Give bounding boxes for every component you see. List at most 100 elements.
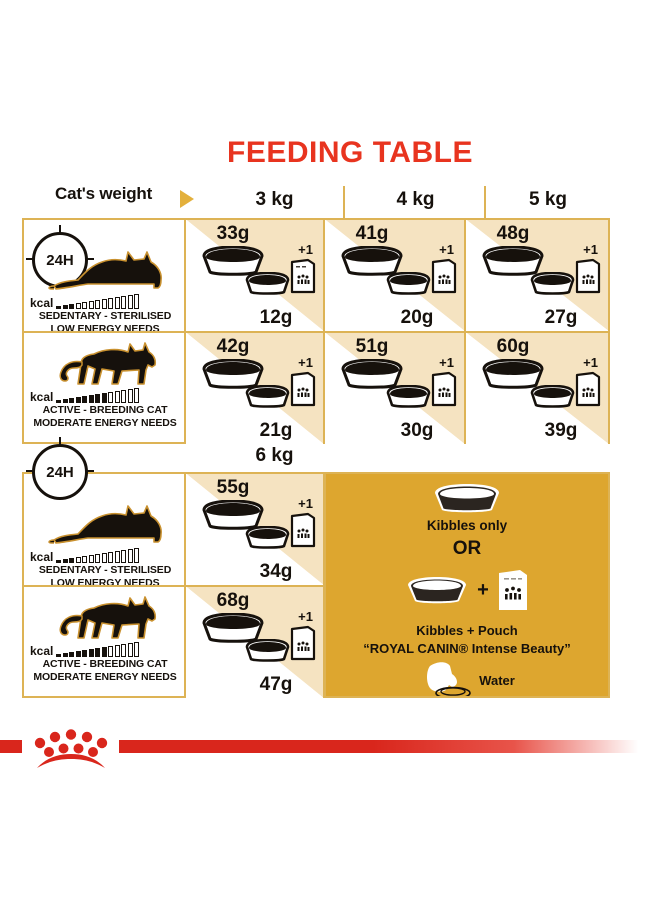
feeding-table: Cat's weight 3 kg 4 kg 5 kg 24H	[22, 182, 610, 698]
kibbles-amount: 68g	[216, 590, 250, 611]
cell-active-3kg: 42g +1	[186, 333, 323, 444]
lying-cat-icon	[48, 248, 168, 292]
food-pouch-icon	[290, 512, 316, 548]
lying-cat-icon	[48, 502, 168, 546]
profile-active-text: ACTIVE - BREEDING CAT MODERATE ENERGY NE…	[33, 658, 177, 684]
kcal-indicator-sedentary: kcal	[30, 546, 186, 563]
mixed-amount: 27g	[544, 307, 578, 328]
weight-header-4kg: 4 kg	[396, 189, 435, 210]
kibbles-amount: 41g	[355, 223, 389, 244]
kibble-bowl-icon	[405, 575, 469, 605]
cell-active-4kg: 51g +1	[325, 333, 464, 444]
logo-band-right	[119, 740, 660, 753]
logo-band-left	[0, 740, 22, 753]
plus-one-label: +1	[583, 355, 598, 370]
kibble-bowl-icon	[431, 482, 503, 514]
food-pouch-icon	[290, 625, 316, 661]
kibble-bowl-icon	[200, 499, 266, 530]
food-pouch-icon	[575, 371, 601, 407]
mixed-amount: 34g	[259, 561, 293, 582]
food-pouch-icon	[290, 371, 316, 407]
kcal-bars	[56, 641, 140, 657]
legend-or-label: OR	[452, 538, 482, 559]
food-pouch-icon	[431, 258, 457, 294]
mixed-amount: 30g	[400, 420, 434, 441]
kcal-indicator-active: kcal	[30, 640, 186, 657]
kcal-bars	[56, 387, 140, 403]
mixed-amount: 39g	[544, 420, 578, 441]
kcal-indicator-sedentary: kcal	[30, 292, 186, 309]
walking-cat-icon	[48, 342, 168, 386]
kibble-bowl-icon	[480, 245, 546, 276]
kibble-bowl-icon	[200, 612, 266, 643]
legend-plus-label: +	[477, 578, 489, 601]
profile-active-text: ACTIVE - BREEDING CAT MODERATE ENERGY NE…	[33, 404, 177, 430]
plus-one-label: +1	[298, 242, 313, 257]
plus-one-label: +1	[298, 355, 313, 370]
legend-combo-row: +	[326, 568, 608, 612]
plus-one-label: +1	[298, 609, 313, 624]
kcal-bars	[56, 547, 140, 563]
legend-water-label: Water	[479, 672, 515, 688]
plus-one-label: +1	[298, 496, 313, 511]
kibble-bowl-icon-small	[529, 271, 576, 295]
kcal-label: kcal	[30, 296, 54, 310]
weight-header-6kg: 6 kg	[255, 445, 294, 466]
kibbles-amount: 42g	[216, 336, 250, 357]
kcal-label: kcal	[30, 390, 54, 404]
cat-weight-label: Cat's weight	[55, 184, 153, 203]
food-pouch-icon	[575, 258, 601, 294]
weight-header-3kg: 3 kg	[255, 189, 294, 210]
kibbles-amount: 55g	[216, 477, 250, 498]
legend-kibbles-only-label: Kibbles only	[426, 518, 508, 533]
kcal-bars	[56, 293, 140, 309]
kibble-bowl-icon	[339, 245, 405, 276]
kibble-bowl-icon-small	[244, 384, 291, 408]
feeding-grid-block-2: 24H kcal	[22, 437, 610, 698]
kibble-bowl-icon	[480, 358, 546, 389]
mixed-amount: 21g	[259, 420, 293, 441]
plus-one-label: +1	[583, 242, 598, 257]
mixed-amount: 47g	[259, 674, 293, 695]
kibble-bowl-icon-small	[529, 384, 576, 408]
cell-active-5kg: 60g +1	[466, 333, 608, 444]
kibbles-amount: 48g	[496, 223, 530, 244]
kibble-bowl-icon	[200, 245, 266, 276]
kibble-bowl-icon-small	[385, 384, 432, 408]
kibbles-amount: 33g	[216, 223, 250, 244]
mixed-amount: 12g	[259, 307, 293, 328]
kcal-label: kcal	[30, 644, 54, 658]
cell-sedentary-5kg: 48g +1	[466, 220, 608, 331]
royal-canin-crown-logo	[28, 726, 114, 772]
cell-active-6kg: 68g +1	[186, 587, 323, 698]
plus-one-label: +1	[439, 242, 454, 257]
column-separator	[484, 186, 486, 218]
kibble-bowl-icon-small	[244, 638, 291, 662]
kibble-bowl-icon	[200, 358, 266, 389]
kibble-bowl-icon	[339, 358, 405, 389]
water-jug-icon	[419, 660, 475, 696]
profile-label-column-1: 24H kcal	[24, 220, 186, 442]
page-title: FEEDING TABLE	[227, 136, 473, 169]
row-divider	[186, 585, 326, 587]
food-pouch-icon	[497, 568, 529, 612]
weight-header-5kg: 5 kg	[528, 189, 568, 210]
kcal-label: kcal	[30, 550, 54, 564]
weight-header-row-2: 6 kg	[22, 438, 610, 474]
cell-sedentary-4kg: 41g +1	[325, 220, 464, 331]
food-pouch-icon	[290, 258, 316, 294]
cell-sedentary-3kg: 33g +1	[186, 220, 323, 331]
profile-label-column-2: 24H kcal	[24, 437, 186, 696]
triangle-right-icon	[180, 190, 194, 208]
kibbles-amount: 60g	[496, 336, 530, 357]
row-divider	[186, 331, 608, 333]
walking-cat-icon	[48, 596, 168, 640]
kcal-indicator-active: kcal	[30, 386, 186, 403]
food-pouch-icon	[431, 371, 457, 407]
kibble-bowl-icon-small	[244, 271, 291, 295]
cell-sedentary-6kg: 55g +1	[186, 474, 323, 585]
weight-header-row-1: Cat's weight 3 kg 4 kg 5 kg	[22, 182, 610, 218]
kibble-bowl-icon-small	[385, 271, 432, 295]
column-separator	[343, 186, 345, 218]
